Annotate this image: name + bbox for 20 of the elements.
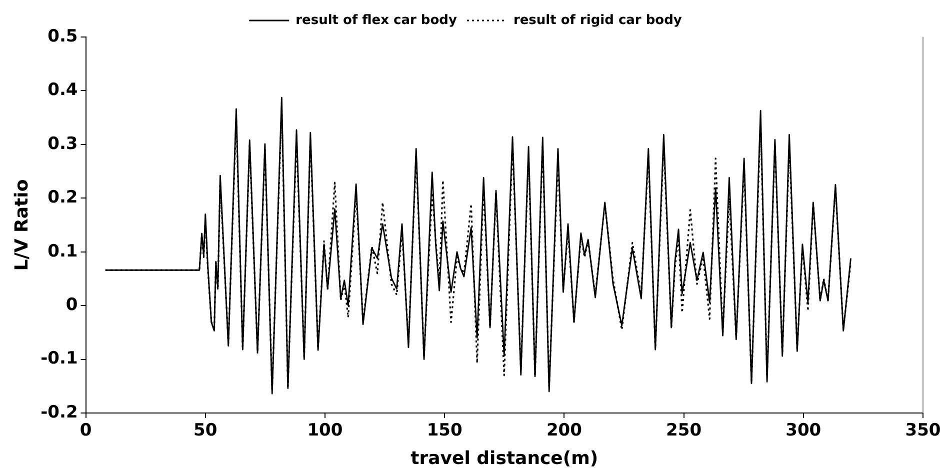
y-tick-label: 0.2 bbox=[48, 188, 78, 208]
legend-label: result of rigid car body bbox=[513, 12, 682, 28]
y-tick-label: 0.1 bbox=[48, 241, 78, 262]
y-tick-label: -0.2 bbox=[40, 402, 78, 422]
y-tick-label: 0.5 bbox=[48, 26, 78, 46]
x-axis-title: travel distance(m) bbox=[410, 448, 598, 469]
y-tick-label: -0.1 bbox=[40, 348, 78, 369]
x-tick-label: 150 bbox=[426, 420, 462, 441]
x-tick-label: 350 bbox=[905, 420, 941, 441]
x-tick-label: 200 bbox=[546, 420, 582, 441]
x-tick-label: 0 bbox=[80, 420, 92, 441]
x-tick-label: 100 bbox=[307, 420, 343, 441]
x-tick-label: 250 bbox=[666, 420, 702, 441]
y-tick-label: 0 bbox=[66, 294, 78, 315]
y-tick-label: 0.4 bbox=[48, 80, 78, 100]
legend-label: result of flex car body bbox=[296, 12, 458, 28]
x-tick-label: 300 bbox=[786, 420, 822, 441]
x-tick-label: 50 bbox=[194, 420, 218, 441]
y-axis-title: L/V Ratio bbox=[11, 179, 32, 271]
y-tick-label: 0.3 bbox=[48, 134, 78, 154]
